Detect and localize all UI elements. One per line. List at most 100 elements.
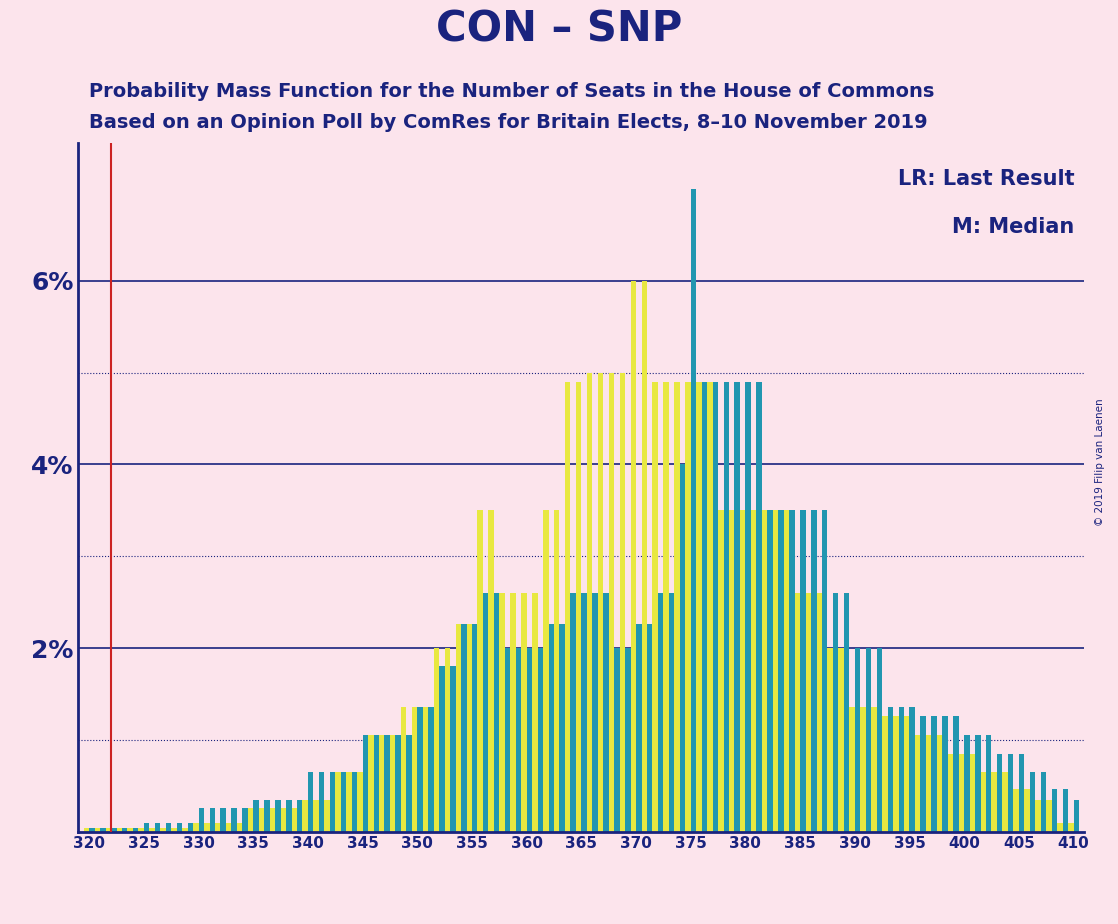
Bar	[593, 593, 598, 832]
Bar	[1030, 772, 1035, 832]
Bar	[248, 808, 254, 832]
Bar	[527, 648, 532, 832]
Bar	[800, 510, 806, 832]
Bar	[1008, 754, 1013, 832]
Text: M: Median: M: Median	[953, 217, 1074, 237]
Bar	[1052, 789, 1058, 832]
Bar	[757, 382, 761, 832]
Bar	[324, 800, 330, 832]
Bar	[888, 707, 893, 832]
Bar	[614, 648, 619, 832]
Bar	[746, 382, 751, 832]
Bar	[850, 707, 855, 832]
Bar	[188, 823, 193, 832]
Bar	[439, 666, 445, 832]
Bar	[625, 648, 631, 832]
Bar	[461, 625, 466, 832]
Bar	[89, 828, 95, 832]
Bar	[697, 382, 702, 832]
Bar	[445, 648, 451, 832]
Bar	[292, 808, 297, 832]
Bar	[871, 707, 877, 832]
Bar	[171, 828, 177, 832]
Bar	[379, 736, 385, 832]
Bar	[707, 382, 712, 832]
Bar	[220, 808, 226, 832]
Bar	[975, 736, 980, 832]
Bar	[434, 648, 439, 832]
Bar	[423, 707, 428, 832]
Bar	[231, 808, 237, 832]
Bar	[964, 736, 969, 832]
Bar	[177, 823, 182, 832]
Bar	[362, 736, 368, 832]
Bar	[254, 800, 258, 832]
Bar	[653, 382, 657, 832]
Bar	[494, 593, 500, 832]
Bar	[1046, 800, 1052, 832]
Bar	[428, 707, 434, 832]
Bar	[411, 707, 417, 832]
Text: © 2019 Filip van Laenen: © 2019 Filip van Laenen	[1095, 398, 1105, 526]
Bar	[122, 828, 127, 832]
Bar	[855, 648, 860, 832]
Bar	[969, 754, 975, 832]
Bar	[472, 625, 477, 832]
Bar	[986, 736, 992, 832]
Bar	[789, 510, 795, 832]
Bar	[663, 382, 669, 832]
Bar	[816, 593, 822, 832]
Bar	[795, 593, 800, 832]
Bar	[604, 593, 608, 832]
Bar	[483, 593, 489, 832]
Bar	[1073, 800, 1079, 832]
Bar	[980, 772, 986, 832]
Bar	[948, 754, 954, 832]
Bar	[893, 716, 899, 832]
Bar	[352, 772, 357, 832]
Bar	[313, 800, 319, 832]
Bar	[712, 382, 718, 832]
Bar	[833, 593, 838, 832]
Bar	[500, 593, 505, 832]
Bar	[587, 372, 593, 832]
Bar	[992, 772, 997, 832]
Bar	[549, 625, 555, 832]
Bar	[396, 736, 401, 832]
Bar	[264, 800, 269, 832]
Bar	[543, 510, 549, 832]
Bar	[451, 666, 455, 832]
Bar	[740, 510, 746, 832]
Bar	[303, 800, 307, 832]
Bar	[199, 808, 203, 832]
Bar	[281, 808, 286, 832]
Bar	[997, 754, 1003, 832]
Bar	[237, 823, 243, 832]
Bar	[751, 510, 757, 832]
Bar	[827, 648, 833, 832]
Bar	[1013, 789, 1018, 832]
Bar	[1068, 823, 1073, 832]
Bar	[193, 823, 199, 832]
Bar	[1003, 772, 1008, 832]
Bar	[1041, 772, 1046, 832]
Bar	[477, 510, 483, 832]
Bar	[95, 828, 101, 832]
Bar	[926, 736, 931, 832]
Bar	[555, 510, 559, 832]
Bar	[723, 382, 729, 832]
Bar	[385, 736, 390, 832]
Text: Probability Mass Function for the Number of Seats in the House of Commons: Probability Mass Function for the Number…	[89, 82, 935, 101]
Bar	[510, 593, 515, 832]
Bar	[674, 382, 680, 832]
Bar	[702, 382, 708, 832]
Bar	[275, 800, 281, 832]
Bar	[390, 736, 396, 832]
Bar	[636, 625, 642, 832]
Bar	[806, 593, 811, 832]
Bar	[647, 625, 653, 832]
Bar	[258, 808, 264, 832]
Bar	[401, 707, 406, 832]
Bar	[909, 707, 915, 832]
Bar	[576, 382, 581, 832]
